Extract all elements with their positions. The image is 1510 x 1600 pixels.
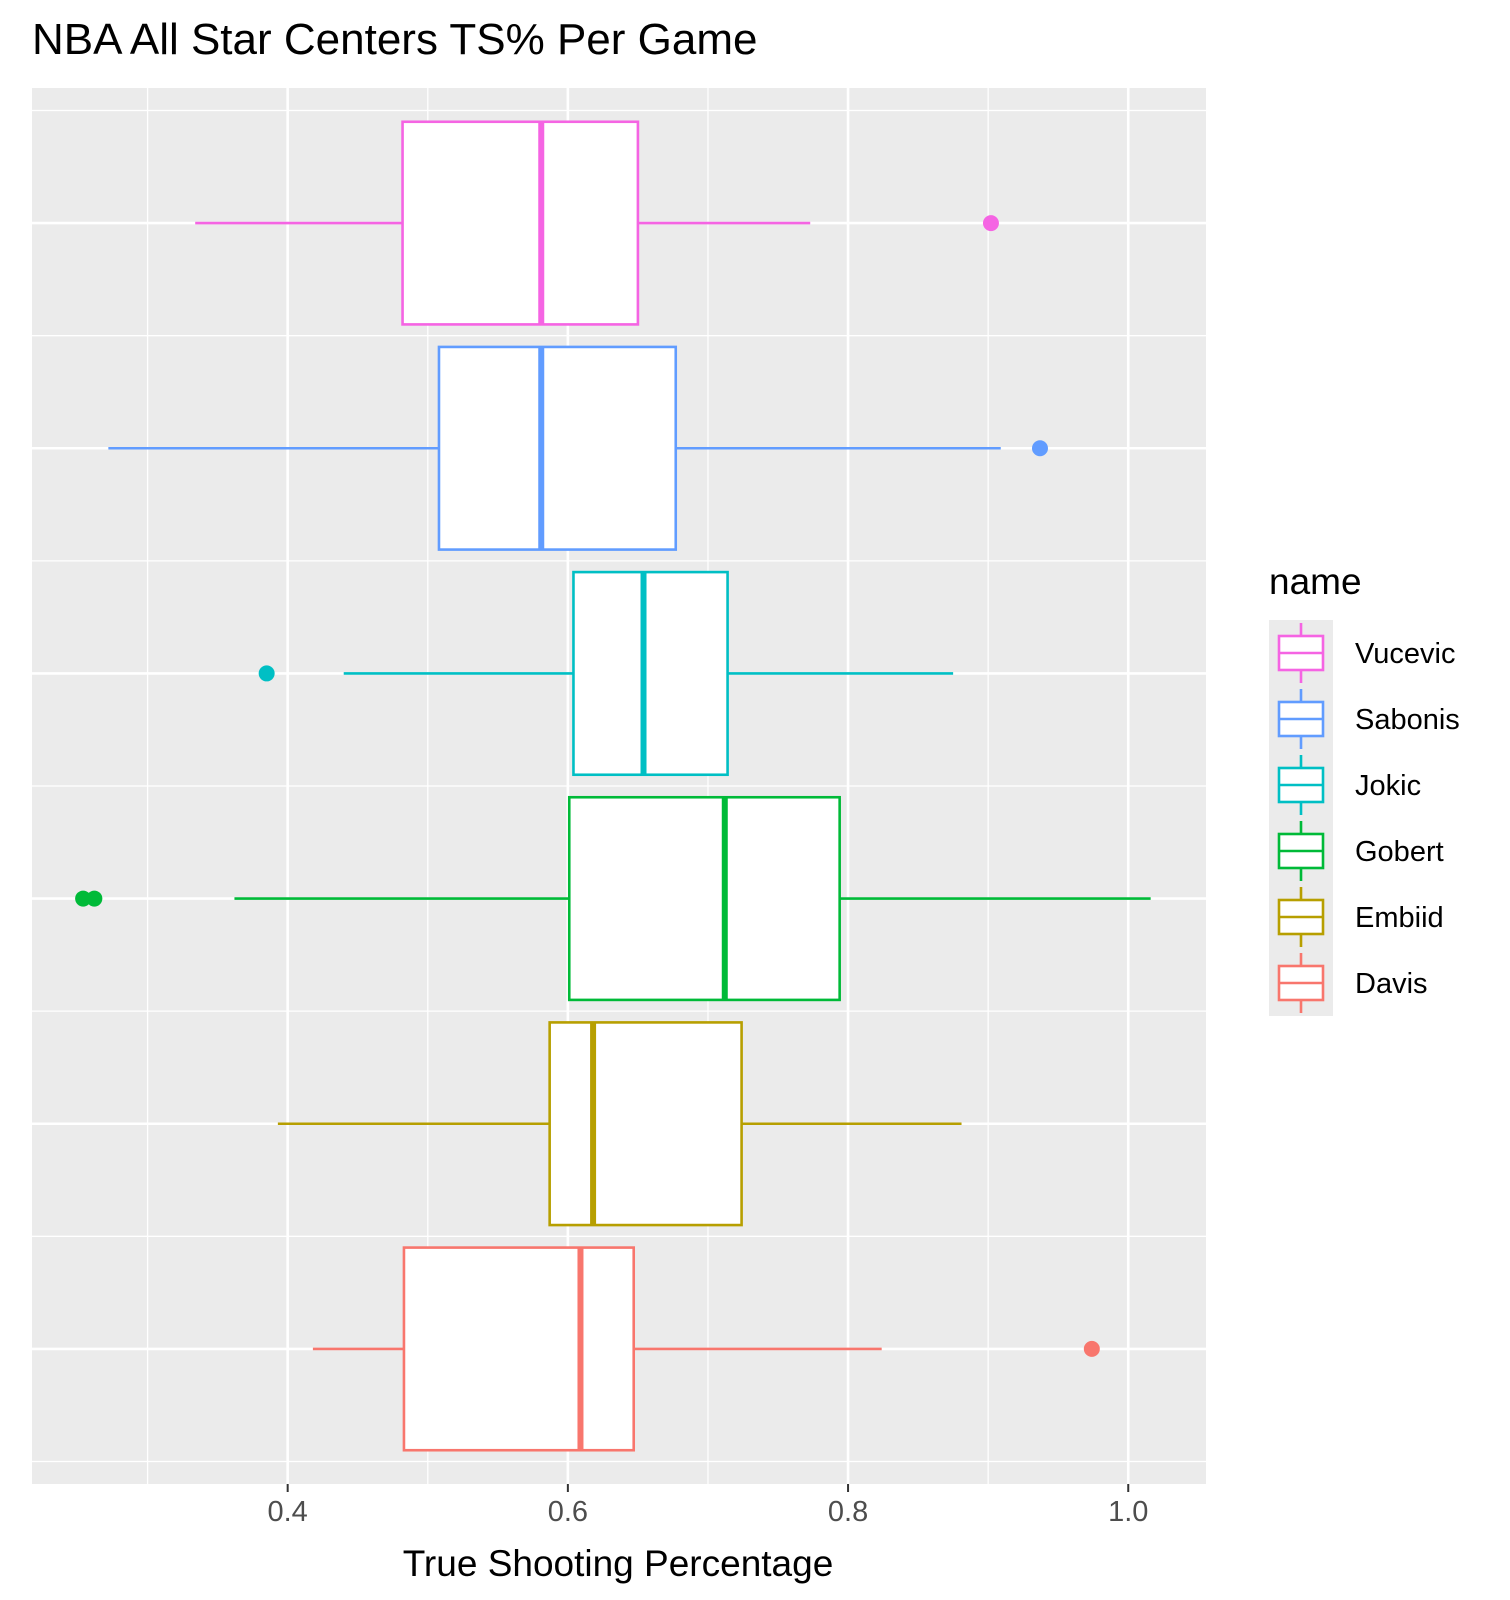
box-iqr [548, 1021, 743, 1227]
box-vucevic [195, 120, 999, 326]
legend-label: Davis [1355, 968, 1428, 1000]
legend-label: Sabonis [1355, 704, 1460, 736]
minor-gridlines [32, 88, 1206, 1484]
x-axis-label: True Shooting Percentage [403, 1543, 834, 1584]
legend-key-background [1269, 620, 1333, 1016]
legend-entry-jokic: Jokic [1277, 755, 1421, 815]
box-iqr [437, 345, 678, 551]
legend-label: Gobert [1355, 836, 1444, 868]
box-embiid [277, 1021, 962, 1227]
legend-label: Jokic [1355, 770, 1421, 802]
box-iqr [567, 795, 841, 1002]
box-iqr [402, 1246, 636, 1452]
legend-title: name [1269, 561, 1362, 602]
outlier-point [1031, 440, 1048, 457]
legend-entry-davis: Davis [1277, 953, 1428, 1013]
legend-entry-sabonis: Sabonis [1277, 689, 1460, 749]
x-tick-label: 0.4 [268, 1496, 308, 1528]
box-series-group [75, 120, 1151, 1452]
box-iqr [572, 570, 729, 777]
outlier-point [258, 665, 275, 682]
x-tick-label: 1.0 [1108, 1496, 1148, 1528]
box-gobert [75, 795, 1151, 1002]
x-axis: 0.4 0.6 0.8 1.0 [268, 1484, 1148, 1528]
legend-label: Embiid [1355, 902, 1444, 934]
legend-entry-gobert: Gobert [1277, 821, 1444, 881]
outlier-point [1083, 1340, 1100, 1357]
legend-label: Vucevic [1355, 638, 1455, 670]
outlier-point [86, 890, 103, 907]
box-iqr [401, 120, 640, 326]
x-tick-label: 0.8 [828, 1496, 868, 1528]
box-sabonis [108, 345, 1048, 551]
outlier-point [982, 215, 999, 232]
box-davis [312, 1246, 1100, 1452]
box-jokic [258, 570, 954, 777]
outlier-point [75, 890, 92, 907]
chart-title: NBA All Star Centers TS% Per Game [32, 15, 757, 64]
legend: name Vucevic Sabonis Jokic Gobert Embiid Davi… [1269, 561, 1460, 1016]
legend-entry-embiid: Embiid [1277, 887, 1444, 947]
legend-entry-vucevic: Vucevic [1277, 623, 1455, 683]
x-tick-label: 0.6 [548, 1496, 588, 1528]
